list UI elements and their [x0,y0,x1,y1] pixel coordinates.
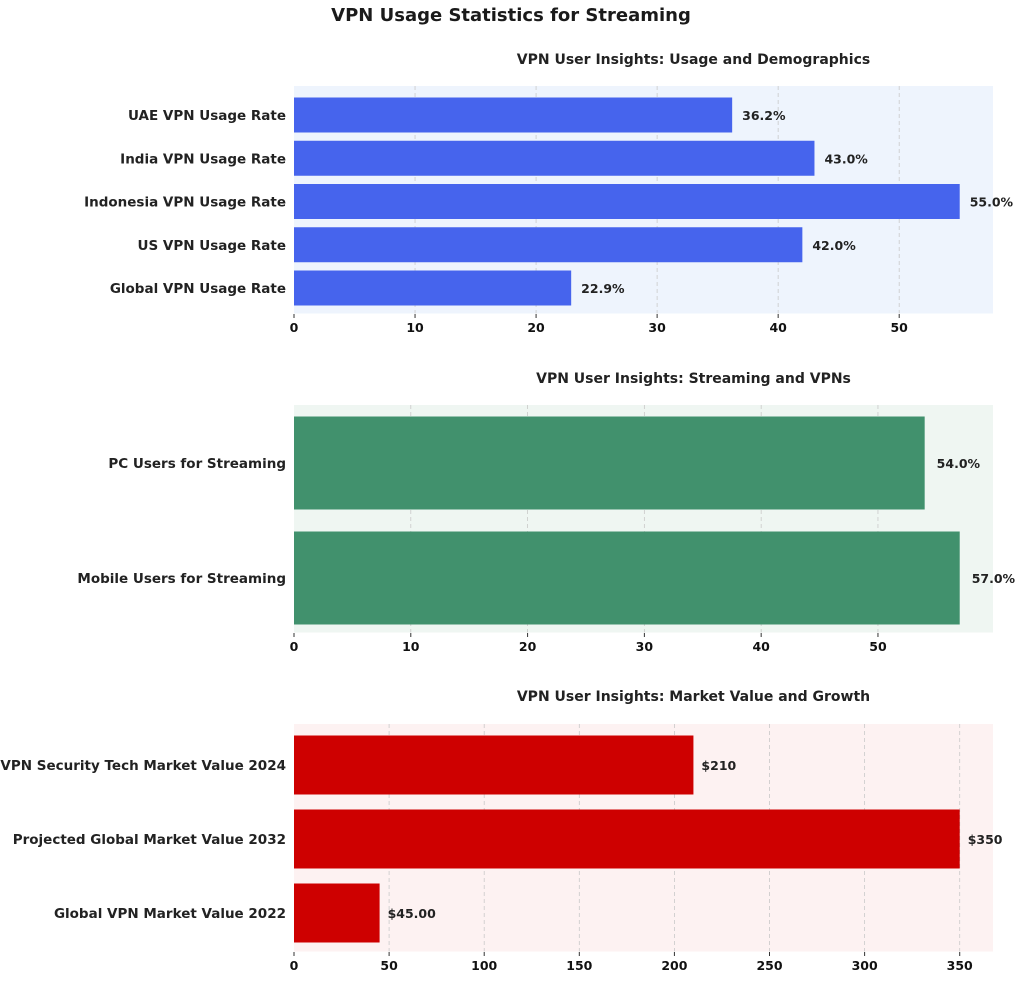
value-label: 42.0% [812,238,856,253]
chart-panel-1: VPN User Insights: Usage and Demographic… [84,52,1013,335]
bar [294,809,960,869]
x-tick-label: 20 [519,639,537,654]
chart-title: VPN User Insights: Streaming and VPNs [536,371,851,387]
x-tick-label: 50 [890,320,908,335]
value-label: 57.0% [972,571,1016,586]
chart-title: VPN User Insights: Market Value and Grow… [517,689,870,705]
category-label: Global VPN Market Value 2022 [54,906,286,922]
bar [294,184,960,219]
x-tick-label: 40 [769,320,787,335]
x-tick-label: 40 [752,639,770,654]
value-label: 22.9% [581,281,625,296]
category-label: VPN Security Tech Market Value 2024 [0,758,286,774]
x-tick-label: 10 [402,639,420,654]
category-label: UAE VPN Usage Rate [128,108,286,124]
x-tick-label: 0 [290,320,299,335]
bar [294,531,960,625]
category-label: US VPN Usage Rate [138,238,286,254]
category-label: Projected Global Market Value 2032 [13,832,286,848]
x-tick-label: 50 [869,639,887,654]
chart-panel-2: VPN User Insights: Streaming and VPNs PC … [77,371,1015,654]
x-tick-label: 150 [566,958,592,973]
bar [294,735,694,795]
x-tick-label: 30 [648,320,666,335]
category-label: PC Users for Streaming [108,456,286,472]
value-label: $210 [701,758,736,773]
category-label: Mobile Users for Streaming [77,571,286,587]
x-tick-label: 100 [471,958,497,973]
x-tick-label: 10 [406,320,424,335]
x-tick-label: 20 [527,320,545,335]
x-tick-label: 0 [290,958,299,973]
x-tick-label: 50 [380,958,398,973]
bar [294,97,733,133]
x-tick-label: 350 [947,958,973,973]
category-label: India VPN Usage Rate [120,151,286,167]
value-label: $45.00 [388,906,437,921]
category-label: Indonesia VPN Usage Rate [84,195,286,211]
value-label: 55.0% [970,195,1014,210]
x-tick-label: 200 [661,958,687,973]
bar [294,140,815,176]
figure-title: VPN Usage Statistics for Streaming [331,5,691,26]
bar [294,416,925,510]
x-tick-label: 30 [636,639,654,654]
value-label: 54.0% [937,456,981,471]
value-label: $350 [968,832,1003,847]
x-tick-label: 250 [756,958,782,973]
chart-title: VPN User Insights: Usage and Demographic… [517,52,870,68]
value-label: 36.2% [742,108,786,123]
bar [294,883,380,943]
x-tick-label: 300 [852,958,878,973]
category-label: Global VPN Usage Rate [110,281,286,297]
bar [294,270,572,306]
x-tick-label: 0 [290,639,299,654]
value-label: 43.0% [824,151,868,166]
chart-panel-3: VPN User Insights: Market Value and Grow… [0,689,1002,973]
bar [294,227,803,263]
